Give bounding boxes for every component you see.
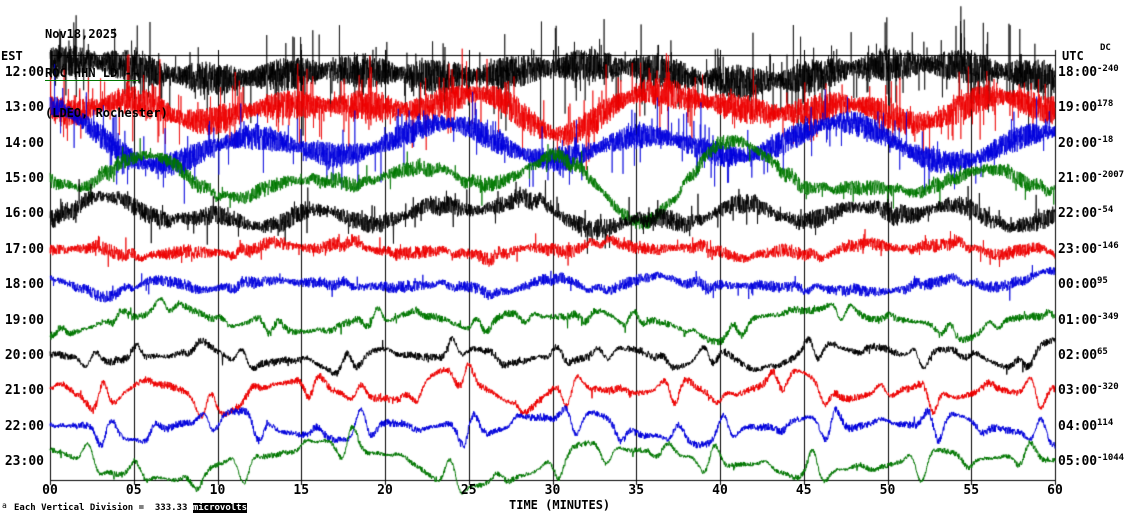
dc-value-row-4: -54 [1097, 205, 1114, 216]
header-date: Nov18,2025 [45, 27, 118, 41]
scale-note-text: Each Vertical Division = 333.33 [14, 503, 193, 513]
minute-tick-40: 40 [712, 483, 728, 498]
minute-tick-50: 50 [879, 483, 896, 498]
utc-hour-labels: 18:00 19:00 20:00 21:00 22:00 23:00 00:00 01:00… [1058, 0, 1104, 519]
dc-value-row-6: 95 [1097, 276, 1108, 287]
header-station-id: ROC HHN LD -- [45, 66, 139, 81]
est-hour-22:00: 22:00 [4, 418, 44, 434]
minute-tick-45: 45 [795, 483, 812, 498]
utc-hour-19:00: 19:00 [1058, 100, 1098, 116]
utc-hour-00:00: 00:00 [1058, 277, 1098, 293]
utc-hour-21:00: 21:00 [1058, 170, 1098, 186]
minute-tick-10: 10 [209, 483, 226, 498]
est-hour-18:00: 18:00 [4, 277, 44, 293]
dc-value-row-8: 65 [1097, 347, 1108, 358]
minute-tick-35: 35 [628, 483, 645, 498]
minute-tick-30: 30 [544, 483, 561, 498]
utc-hour-18:00: 18:00 [1058, 64, 1098, 80]
plot-header: Nov18,2025 ROC HHN LD -- (LDEO, Rocheste… [45, 2, 168, 146]
dc-column-label: DC [1100, 43, 1111, 53]
scale-note: Each Vertical Division = 333.33 microvol… [14, 503, 247, 513]
utc-hour-01:00: 01:00 [1058, 312, 1098, 328]
est-hour-15:00: 15:00 [4, 170, 44, 186]
dc-value-row-1: 178 [1097, 99, 1114, 110]
utc-hour-22:00: 22:00 [1058, 206, 1098, 222]
est-hour-19:00: 19:00 [4, 312, 44, 328]
utc-hour-20:00: 20:00 [1058, 135, 1098, 151]
minute-tick-60: 60 [1047, 483, 1063, 498]
utc-hour-03:00: 03:00 [1058, 383, 1098, 399]
dc-offset-values: -240 178 -18 -2007 -54 -146 95 -349 65 -320 114 -10… [1097, 0, 1130, 519]
dc-value-row-11: -1044 [1097, 453, 1125, 464]
minute-tick-20: 20 [377, 483, 393, 498]
est-hour-21:00: 21:00 [4, 383, 44, 399]
dc-value-row-3: -2007 [1097, 169, 1125, 180]
est-hour-12:00: 12:00 [4, 64, 44, 80]
right-timezone-label: UTC [1062, 49, 1084, 63]
est-hour-23:00: 23:00 [4, 454, 44, 470]
x-axis-title: TIME (MINUTES) [509, 498, 611, 512]
dc-value-row-2: -18 [1097, 134, 1114, 145]
utc-hour-05:00: 05:00 [1058, 454, 1098, 470]
dc-value-row-10: 114 [1097, 417, 1114, 428]
utc-hour-02:00: 02:00 [1058, 348, 1098, 364]
dc-value-row-9: -320 [1097, 382, 1119, 393]
est-hour-14:00: 14:00 [4, 135, 44, 151]
minute-tick-15: 15 [293, 483, 310, 498]
est-hour-13:00: 13:00 [4, 100, 44, 116]
minute-tick-25: 25 [460, 483, 477, 498]
scale-note-unit: microvolts [192, 503, 247, 513]
est-hour-17:00: 17:00 [4, 241, 44, 257]
minute-tick-00: 00 [42, 483, 58, 498]
header-network: (LDEO, Rochester) [45, 106, 168, 120]
dc-value-row-5: -146 [1097, 240, 1119, 251]
dc-value-row-0: -240 [1097, 63, 1119, 74]
minute-tick-55: 55 [963, 483, 980, 498]
minute-tick-05: 05 [125, 483, 142, 498]
est-hour-16:00: 16:00 [4, 206, 44, 222]
utc-hour-04:00: 04:00 [1058, 418, 1098, 434]
dc-value-row-7: -349 [1097, 311, 1119, 322]
est-hour-labels: 12:00 13:00 14:00 15:00 16:00 17:00 18:00 19:00… [0, 0, 46, 519]
scale-marker: a [2, 501, 7, 510]
left-timezone-label: EST [1, 49, 23, 63]
est-hour-20:00: 20:00 [4, 348, 44, 364]
utc-hour-23:00: 23:00 [1058, 241, 1098, 257]
